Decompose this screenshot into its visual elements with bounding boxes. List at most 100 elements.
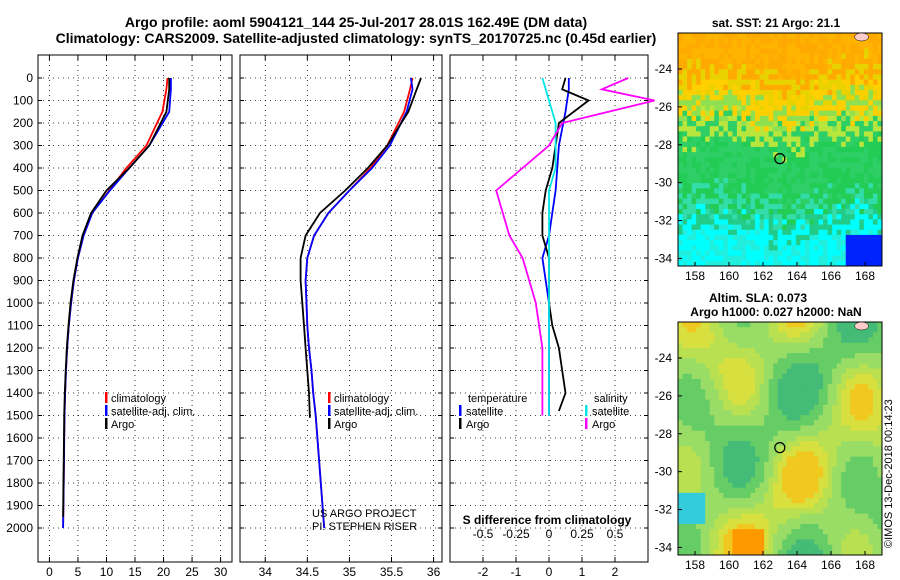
map-cell [727, 513, 733, 520]
map-cell [868, 152, 874, 158]
map-cell [687, 353, 692, 359]
map-cell [768, 172, 774, 179]
map-cell [818, 33, 824, 39]
map-cell [714, 198, 720, 205]
map-cell [845, 487, 851, 494]
map-cell [823, 451, 828, 458]
map-cell [827, 240, 833, 246]
map-cell [736, 126, 742, 132]
map-cell [814, 58, 819, 65]
map-cell [755, 482, 760, 489]
map-cell [759, 472, 765, 478]
map-cell [863, 126, 869, 132]
map-cell [786, 368, 792, 375]
map-cell [764, 410, 770, 416]
map-cell [804, 451, 810, 458]
map-cell [750, 523, 756, 530]
map-cell [773, 58, 779, 65]
map-cell [750, 214, 756, 220]
map-cell [818, 363, 824, 369]
map-cell [705, 498, 711, 504]
map-cell [678, 95, 683, 101]
map-cell [863, 146, 869, 153]
map-cell [718, 240, 724, 246]
map-cell [832, 198, 838, 205]
map-cell [814, 477, 819, 483]
map-cell [823, 177, 828, 184]
map-cell [746, 95, 751, 101]
map-cell [764, 322, 770, 328]
map-cell [709, 389, 715, 395]
map-cell [795, 74, 801, 80]
map-cell [709, 38, 715, 44]
map-cell [741, 544, 747, 551]
map-cell [814, 399, 819, 406]
map-cell [863, 410, 869, 416]
map-cell [768, 115, 774, 122]
map-cell [786, 498, 792, 504]
map-cell [850, 131, 856, 137]
map-cell [877, 33, 883, 39]
map-cell [768, 394, 774, 401]
map-cell [872, 115, 878, 122]
map-cell [768, 384, 774, 390]
map-cell [809, 74, 815, 80]
map-cell [768, 482, 774, 489]
map-cell [850, 126, 856, 132]
map-cell [714, 64, 720, 70]
map-cell [741, 503, 747, 509]
map-cell [841, 84, 847, 91]
map-cell [804, 43, 810, 49]
map-cell [759, 79, 765, 86]
map-cell [877, 188, 883, 194]
map-cell [791, 482, 797, 489]
map-cell [768, 477, 774, 483]
map-cell [777, 456, 783, 463]
map-cell [854, 394, 860, 401]
map-cell [678, 368, 683, 375]
map-cell [877, 435, 883, 442]
map-x-tick-label: 160 [719, 269, 739, 283]
map-cell [709, 115, 715, 122]
map-cell [732, 399, 738, 406]
map-cell [850, 121, 856, 127]
map-cell [845, 172, 851, 179]
map-cell [736, 508, 742, 514]
map-cell [773, 183, 779, 189]
map-cell [678, 503, 683, 509]
map-cell [877, 384, 883, 390]
map-cell [741, 420, 747, 426]
map-cell [877, 167, 883, 174]
map-cell [836, 441, 842, 447]
map-cell [723, 373, 729, 380]
map-cell [727, 245, 733, 251]
map-cell [750, 121, 756, 127]
map-cell [727, 250, 733, 257]
map-cell [786, 43, 792, 49]
map-cell [836, 234, 842, 241]
map-cell [777, 58, 783, 65]
map-cell [791, 157, 797, 163]
map-cell [868, 487, 874, 494]
map-cell [678, 322, 683, 328]
map-cell [700, 183, 706, 189]
map-cell [818, 456, 824, 463]
map-cell [863, 240, 869, 246]
map-cell [696, 214, 702, 220]
map-cell [863, 539, 869, 546]
map-cell [868, 43, 874, 49]
map-cell [759, 209, 765, 215]
map-cell [872, 167, 878, 174]
map-cell [764, 394, 770, 401]
map-cell [718, 203, 724, 210]
map-cell [777, 466, 783, 473]
map-cell [705, 358, 711, 364]
map-cell [800, 162, 806, 169]
map-cell [836, 177, 842, 184]
map-cell [678, 477, 683, 483]
map-cell [691, 549, 697, 556]
map-cell [854, 492, 860, 499]
map-cell [705, 121, 711, 127]
map-cell [863, 529, 869, 535]
map-cell [773, 368, 779, 375]
